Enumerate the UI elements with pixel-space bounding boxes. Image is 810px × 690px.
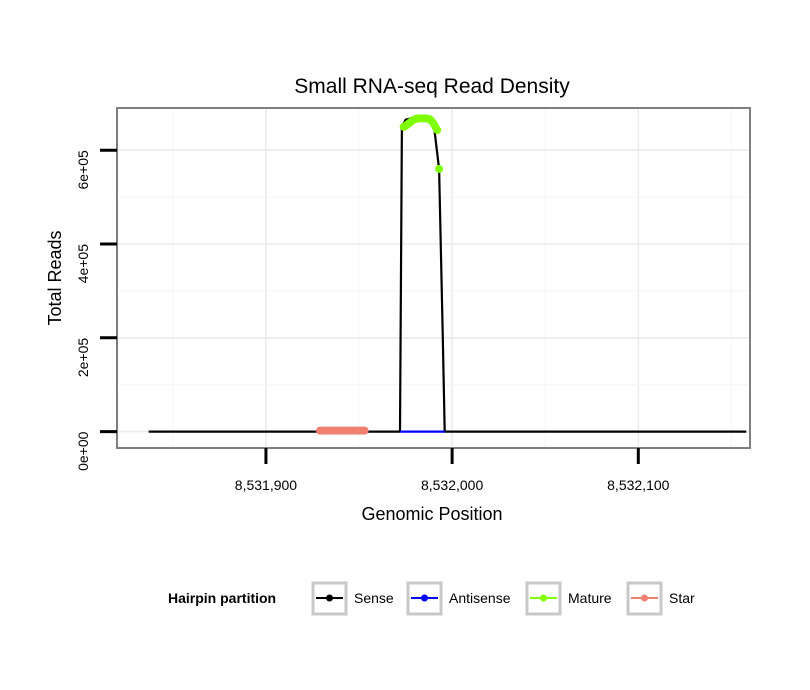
- x-tick-label: 8,532,000: [421, 477, 483, 493]
- plot-panel-background: [117, 108, 750, 448]
- data-point-mature: [435, 164, 444, 173]
- chart-title: Small RNA-seq Read Density: [294, 75, 570, 98]
- plot-panel: [117, 108, 750, 448]
- y-axis-label: Total Reads: [45, 230, 65, 325]
- legend-label: Star: [669, 590, 695, 606]
- y-tick-label: 6e+05: [75, 150, 91, 190]
- data-point-mature: [433, 126, 442, 135]
- grid-lines: [117, 108, 750, 448]
- legend: Hairpin partition Sense Antisense Mature Sta…: [168, 581, 695, 616]
- legend-key-point: [326, 594, 333, 602]
- plot-border: [116, 107, 751, 449]
- legend-key-point: [641, 594, 648, 602]
- legend-entry-antisense: Antisense: [406, 581, 511, 616]
- legend-entry-star: Star: [626, 581, 695, 616]
- y-tick-label: 4e+05: [75, 244, 91, 284]
- series-star: [315, 426, 369, 435]
- legend-key-point: [421, 594, 428, 602]
- y-axis: 0e+00 2e+05 4e+05 6e+05: [75, 148, 117, 471]
- x-tick-label: 8,531,900: [235, 477, 297, 493]
- y-tick-label: 0e+00: [75, 431, 91, 471]
- x-tick-label: 8,532,100: [607, 477, 669, 493]
- x-axis: 8,531,900 8,532,000 8,532,100: [235, 448, 670, 493]
- data-point-star: [360, 426, 369, 435]
- x-axis-label: Genomic Position: [361, 504, 502, 524]
- y-tick-label: 2e+05: [75, 338, 91, 378]
- legend-key-point: [540, 594, 547, 602]
- legend-label: Mature: [568, 590, 612, 606]
- series-mature: [399, 114, 444, 173]
- legend-label: Sense: [354, 590, 394, 606]
- plot-border-rect: [116, 107, 751, 449]
- series-layer: [148, 114, 747, 435]
- legend-label: Antisense: [449, 590, 511, 606]
- legend-entry-mature: Mature: [525, 581, 612, 616]
- legend-title: Hairpin partition: [168, 590, 276, 606]
- legend-entry-sense: Sense: [311, 581, 394, 616]
